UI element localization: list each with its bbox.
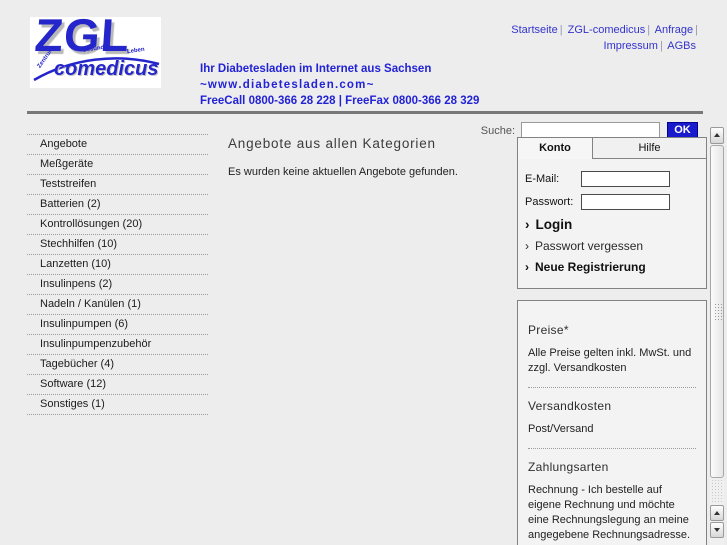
- arrow-down-icon: [714, 528, 720, 532]
- category-menu-item[interactable]: Software (12): [27, 375, 208, 395]
- shipping-title: Versandkosten: [528, 399, 612, 413]
- email-label: E-Mail:: [525, 173, 560, 185]
- register-link[interactable]: › Neue Registrierung: [525, 260, 699, 274]
- page-title: Angebote aus allen Kategorien: [228, 136, 436, 151]
- search-ok-button[interactable]: OK: [667, 122, 698, 139]
- nav-link[interactable]: AGBs: [667, 40, 696, 52]
- nav-link[interactable]: Startseite: [511, 24, 558, 36]
- password-field[interactable]: [581, 194, 670, 210]
- tab-konto[interactable]: Konto: [518, 138, 593, 159]
- search-label: Suche:: [480, 125, 515, 137]
- shipping-text: Post/Versand: [528, 423, 594, 435]
- nav-separator: |: [695, 24, 698, 36]
- nav-link[interactable]: Anfrage: [654, 24, 694, 36]
- shop-info-box: Preise* Alle Preise gelten inkl. MwSt. u…: [517, 300, 707, 545]
- top-navigation: Startseite | ZGL-comedicus | Anfrage | Impr…: [495, 22, 700, 54]
- logo-subtext: comedicus: [54, 58, 159, 80]
- nav-separator: |: [659, 40, 663, 52]
- chevron-right-icon: ›: [525, 239, 529, 253]
- nav-separator: |: [559, 24, 563, 36]
- category-menu-item[interactable]: Teststreifen: [27, 175, 208, 195]
- scrollbar-grip-icon: [714, 302, 722, 321]
- email-field[interactable]: [581, 171, 670, 187]
- top-nav-row2: Impressum | AGBs: [495, 38, 700, 54]
- top-nav-row1: Startseite | ZGL-comedicus | Anfrage |: [495, 22, 700, 38]
- category-menu-item[interactable]: Angebote: [27, 135, 208, 155]
- category-menu-item[interactable]: Insulinpumpenzubehör: [27, 335, 208, 355]
- chevron-right-icon: ›: [525, 260, 529, 274]
- category-menu-item[interactable]: Batterien (2): [27, 195, 208, 215]
- logo-curve-graphic: [33, 57, 160, 82]
- tagline-url: ~ w w w . d i a b e t e s l a d e n . c …: [200, 79, 374, 91]
- tagline-phone: FreeCall 0800-366 28 228 | FreeFax 0800-…: [200, 95, 480, 107]
- login-link[interactable]: › Login: [525, 217, 699, 232]
- account-box: Konto Hilfe E-Mail: Passwort: › Login › Pa…: [517, 137, 707, 289]
- forgot-password-link[interactable]: › Passwort vergessen: [525, 239, 699, 253]
- scrollbar-track[interactable]: [711, 479, 723, 504]
- tab-hilfe[interactable]: Hilfe: [593, 138, 706, 159]
- category-menu-item[interactable]: Insulinpens (2): [27, 275, 208, 295]
- category-menu-item[interactable]: Stechhilfen (10): [27, 235, 208, 255]
- header-divider: [27, 111, 703, 114]
- dotted-divider: [528, 387, 696, 388]
- nav-link[interactable]: Impressum: [603, 40, 658, 52]
- arrow-up-icon: [714, 511, 720, 515]
- category-menu-item[interactable]: Nadeln / Kanülen (1): [27, 295, 208, 315]
- scroll-up-button-bottom[interactable]: [710, 505, 724, 521]
- tagline-line1: Ihr Diabetesladen im Internet aus Sachse…: [200, 63, 432, 75]
- category-menu-item[interactable]: Lanzetten (10): [27, 255, 208, 275]
- login-label: Login: [535, 217, 573, 232]
- password-label: Passwort:: [525, 196, 574, 208]
- prices-title: Preise*: [528, 323, 569, 337]
- category-menu-item[interactable]: Meßgeräte: [27, 155, 208, 175]
- logo[interactable]: ZGL Zentrum Gesundes Leben comedicus: [30, 17, 161, 88]
- account-tabs: Konto Hilfe: [518, 138, 706, 159]
- vertical-scrollbar[interactable]: [710, 127, 724, 545]
- header-tagline: Ihr Diabetesladen im Internet aus Sachse…: [200, 61, 479, 109]
- scroll-down-button[interactable]: [710, 522, 724, 538]
- dotted-divider: [528, 448, 696, 449]
- nav-link[interactable]: ZGL-comedicus: [567, 24, 646, 36]
- category-menu-item[interactable]: Sonstiges (1): [27, 395, 208, 415]
- forgot-password-label: Passwort vergessen: [535, 239, 644, 253]
- register-label: Neue Registrierung: [535, 260, 646, 274]
- empty-result-message: Es wurden keine aktuellen Angebote gefun…: [228, 166, 458, 178]
- category-menu: Angebote Meßgeräte Teststreifen Batterie…: [27, 134, 208, 415]
- scroll-up-button[interactable]: [710, 127, 724, 144]
- payment-text: Rechnung - Ich bestelle auf eigene Rechn…: [528, 484, 691, 545]
- chevron-right-icon: ›: [525, 217, 530, 232]
- scrollbar-thumb[interactable]: [710, 145, 724, 478]
- payment-title: Zahlungsarten: [528, 460, 609, 474]
- category-menu-item[interactable]: Insulinpumpen (6): [27, 315, 208, 335]
- nav-separator: |: [647, 24, 651, 36]
- prices-text: Alle Preise gelten inkl. MwSt. und zzgl.…: [528, 347, 692, 374]
- account-form: E-Mail: Passwort: › Login › Passwort verge…: [518, 159, 706, 274]
- category-menu-item[interactable]: Kontrollösungen (20): [27, 215, 208, 235]
- category-menu-item[interactable]: Tagebücher (4): [27, 355, 208, 375]
- password-row: Passwort:: [525, 194, 699, 210]
- email-row: E-Mail:: [525, 171, 699, 187]
- arrow-up-icon: [714, 133, 720, 137]
